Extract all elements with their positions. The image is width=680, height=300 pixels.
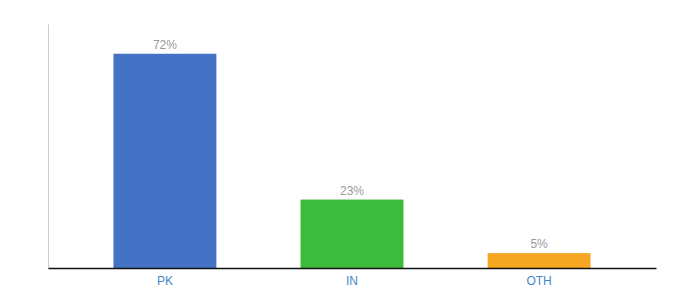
bars [113,54,590,268]
plot-area: PK IN OTH 72% 23% 5% [49,25,657,288]
chart-container: PK IN OTH 72% 23% 5% [0,0,680,300]
x-axis-line [49,268,657,270]
x-tick: IN [346,274,358,288]
x-tick-label: IN [346,274,358,288]
data-label: 72% [153,38,177,52]
y-axis-line [48,25,49,269]
x-tick-label: OTH [526,274,551,288]
data-label: 5% [530,237,548,251]
x-tick: PK [157,274,173,288]
bar [301,200,404,268]
bar [488,253,591,268]
bar [113,54,216,268]
y-axis [48,25,49,269]
x-tick: OTH [526,274,551,288]
x-axis: PK IN OTH [49,269,657,288]
data-label: 23% [340,184,364,198]
chart-svg: PK IN OTH 72% 23% 5% [0,0,680,300]
data-labels: 72% 23% 5% [153,38,548,251]
x-tick-label: PK [157,274,173,288]
